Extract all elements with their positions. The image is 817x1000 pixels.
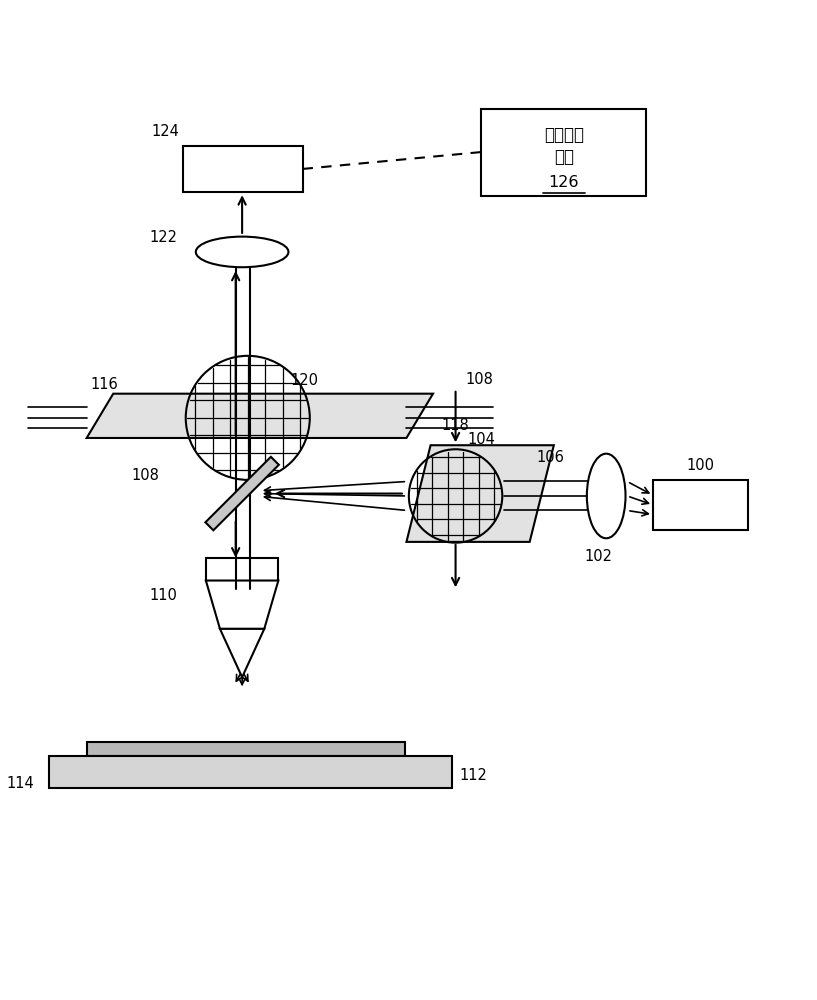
- Text: 104: 104: [467, 432, 496, 447]
- Text: 108: 108: [465, 372, 493, 387]
- Bar: [87, 742, 404, 756]
- Text: 126: 126: [549, 175, 579, 190]
- Bar: [481, 109, 646, 196]
- Polygon shape: [87, 394, 433, 438]
- Text: 102: 102: [584, 549, 612, 564]
- Bar: [49, 756, 452, 788]
- Text: 系统: 系统: [554, 148, 574, 166]
- Text: 100: 100: [686, 458, 714, 473]
- Text: 110: 110: [150, 588, 177, 603]
- Bar: [206, 558, 279, 581]
- Text: 120: 120: [291, 373, 319, 388]
- Polygon shape: [406, 445, 554, 542]
- Ellipse shape: [587, 454, 626, 538]
- Text: 118: 118: [441, 418, 469, 433]
- Ellipse shape: [196, 237, 288, 267]
- Bar: [183, 146, 302, 192]
- Polygon shape: [206, 581, 279, 629]
- Polygon shape: [220, 629, 264, 677]
- Text: 计算机子: 计算机子: [544, 126, 584, 144]
- Text: 112: 112: [460, 768, 488, 783]
- Text: 124: 124: [151, 124, 179, 139]
- Bar: [653, 480, 748, 530]
- Text: 122: 122: [150, 230, 177, 245]
- Text: 116: 116: [91, 377, 118, 392]
- Text: 108: 108: [131, 468, 158, 483]
- Text: 106: 106: [536, 450, 564, 465]
- Polygon shape: [205, 457, 279, 530]
- Text: 114: 114: [7, 776, 34, 791]
